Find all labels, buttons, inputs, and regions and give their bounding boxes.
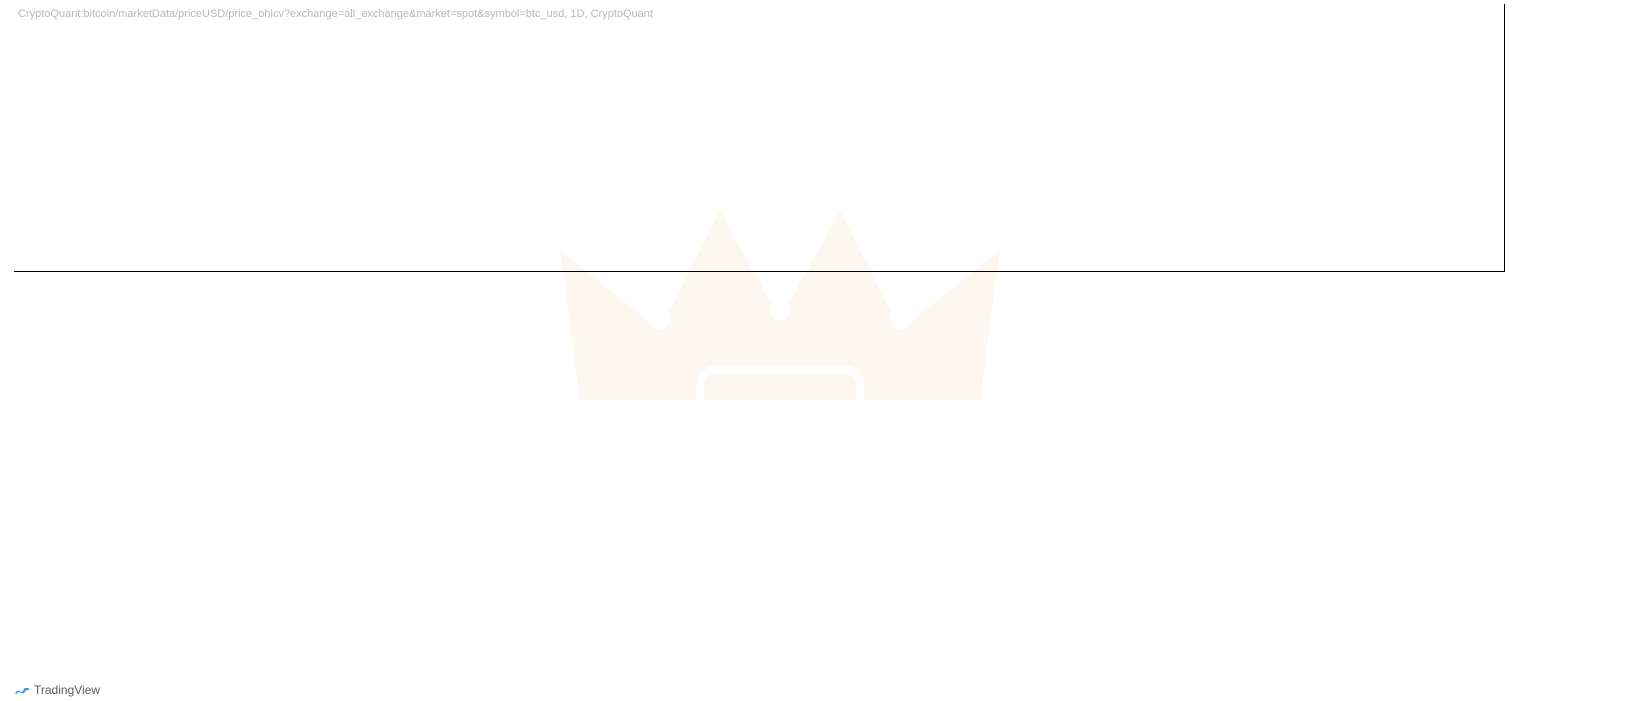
tradingview-logo: TradingView (14, 683, 100, 697)
tradingview-icon (14, 683, 30, 697)
price-panel[interactable]: CryptoQuant:bitcoin/marketData/priceUSD/… (14, 4, 1634, 272)
tradingview-label: TradingView (34, 683, 100, 697)
panel-price-title: CryptoQuant:bitcoin/marketData/priceUSD/… (18, 8, 653, 20)
